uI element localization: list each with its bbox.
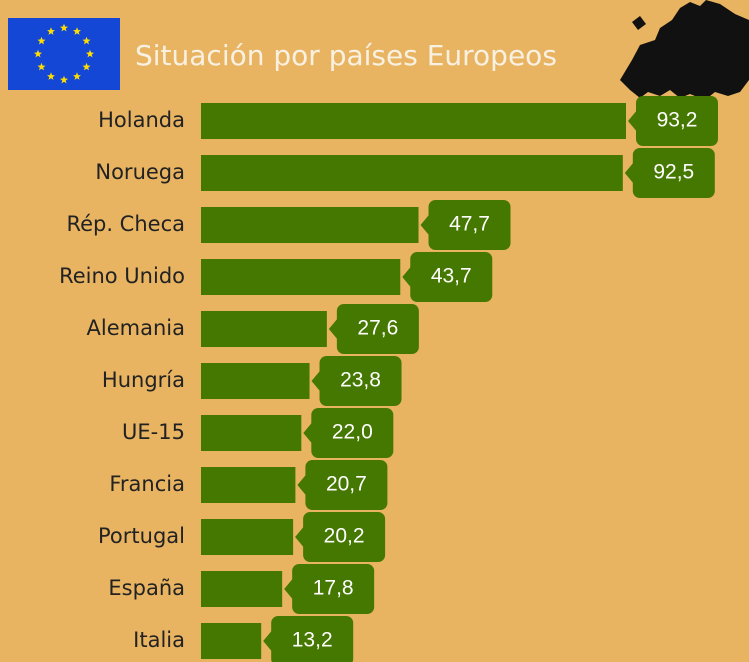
category-label: Holanda [98,108,185,132]
label-box [632,148,715,198]
bar [201,311,327,347]
bar [201,207,419,243]
bar [201,467,296,503]
bar [201,519,294,555]
value-label: 47,7 [449,213,490,236]
label-pointer [303,421,314,445]
value-label: 22,0 [332,421,373,444]
label-box [292,564,375,614]
label-pointer [311,369,322,393]
category-label: Francia [109,472,185,496]
star [73,27,81,35]
category-label: Portugal [98,524,185,548]
category-label: Noruega [95,160,185,184]
europe-map [620,0,749,100]
category-label: España [108,576,185,600]
label-box [319,356,402,406]
bar [201,363,310,399]
value-label: 20,2 [324,525,365,548]
star [47,27,55,35]
category-label: Italia [133,628,185,652]
value-label: 92,5 [653,161,694,184]
label-box [271,616,354,662]
label-box [311,408,394,458]
label-box [428,200,511,250]
label-box [410,252,493,302]
star [47,72,55,80]
star [82,62,91,71]
label-box [305,460,388,510]
label-pointer [295,525,306,549]
label-pointer [297,473,308,497]
value-label: 93,2 [657,109,698,132]
category-label: Rép. Checa [66,212,185,236]
value-label: 20,7 [326,473,367,496]
label-pointer [284,577,295,601]
category-label: UE-15 [122,420,185,444]
label-pointer [628,109,638,133]
bar [201,155,623,191]
category-label: Reino Unido [59,264,185,288]
value-label: 23,8 [340,369,381,392]
label-pointer [328,317,339,341]
label-box [636,96,718,146]
star [73,72,81,80]
star [34,49,42,58]
label-pointer [263,629,274,653]
bar [201,259,401,295]
bar [201,571,283,607]
label-box [303,512,386,562]
label-pointer [624,161,635,185]
value-label: 27,6 [357,317,398,340]
label-box [336,304,419,354]
value-label: 13,2 [292,629,333,652]
value-label: 43,7 [431,265,472,288]
category-label: Hungría [102,368,185,392]
value-label: 17,8 [313,577,354,600]
label-pointer [402,265,413,289]
bar [201,623,262,659]
star [60,75,68,84]
star [82,36,91,45]
label-pointer [420,213,431,237]
star [60,23,68,32]
bar [201,415,302,451]
star [37,36,46,45]
category-label: Alemania [87,316,185,340]
bar [201,103,626,139]
eu-flag [8,18,120,90]
star [37,62,46,71]
chart-title: Situación por países Europeos [135,39,557,72]
star [86,49,94,58]
